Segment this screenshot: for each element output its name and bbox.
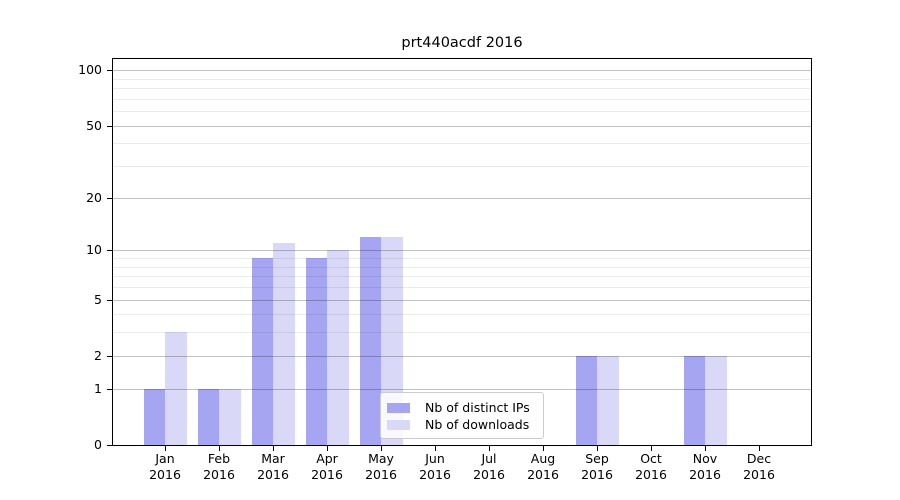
gridline-70 (113, 98, 811, 100)
y-tick-mark (107, 70, 112, 72)
x-tick-mark-feb (219, 446, 220, 451)
x-tick-label-aug: Aug 2016 (527, 451, 559, 482)
gridline-30 (113, 166, 811, 168)
x-tick-mark-jun (435, 446, 436, 451)
y-tick-label-10: 10 (86, 242, 102, 258)
x-tick-label-jan: Jan 2016 (149, 451, 181, 482)
bar-downloads-sep (597, 355, 619, 445)
x-tick-mark-aug (543, 446, 544, 451)
gridline-7 (113, 276, 811, 278)
legend-item-downloads: Nb of downloads (387, 417, 535, 432)
x-tick-label-dec: Dec 2016 (743, 451, 775, 482)
y-tick-label-100: 100 (78, 62, 102, 78)
x-tick-mark-may (381, 446, 382, 451)
x-tick-mark-sep (597, 446, 598, 451)
x-tick-mark-apr (327, 446, 328, 451)
legend-label-distinct-ips: Nb of distinct IPs (425, 400, 530, 415)
x-tick-mark-mar (273, 446, 274, 451)
bar-distinct-ips-mar (251, 258, 273, 445)
x-tick-mark-oct (651, 446, 652, 451)
gridline-40 (113, 143, 811, 145)
x-tick-label-apr: Apr 2016 (311, 451, 343, 482)
legend-swatch-downloads (387, 419, 410, 430)
x-tick-mark-jan (165, 446, 166, 451)
x-tick-label-feb: Feb 2016 (203, 451, 235, 482)
y-tick-label-20: 20 (86, 189, 102, 205)
gridline-9 (113, 258, 811, 260)
y-tick-label-0: 0 (94, 437, 102, 452)
gridline-3 (113, 332, 811, 334)
x-tick-mark-jul (489, 446, 490, 451)
bar-distinct-ips-may (359, 236, 381, 445)
y-tick-label-2: 2 (94, 347, 102, 363)
gridline-80 (113, 88, 811, 90)
plot-area (112, 58, 812, 446)
y-tick-mark (107, 355, 112, 357)
gridline-1 (113, 388, 811, 390)
bar-downloads-nov (705, 355, 727, 445)
x-tick-mark-nov (705, 446, 706, 451)
bar-distinct-ips-feb (197, 388, 219, 445)
bar-distinct-ips-jan (143, 388, 165, 445)
x-tick-label-jun: Jun 2016 (419, 451, 451, 482)
y-tick-label-5: 5 (94, 291, 102, 307)
legend: Nb of distinct IPs Nb of downloads (380, 392, 544, 439)
bar-distinct-ips-apr (305, 258, 327, 445)
y-tick-mark (107, 388, 112, 390)
bar-downloads-mar (273, 243, 295, 445)
bar-downloads-apr (327, 250, 349, 445)
chart-title: prt440acdf 2016 (401, 35, 523, 51)
y-tick-label-1: 1 (94, 380, 102, 396)
y-tick-mark (107, 445, 112, 446)
x-tick-mark-dec (759, 446, 760, 451)
legend-swatch-distinct-ips (387, 402, 410, 413)
y-tick-mark (107, 250, 112, 252)
gridline-100 (113, 70, 811, 72)
gridline-60 (113, 111, 811, 113)
x-tick-label-may: May 2016 (365, 451, 397, 482)
x-tick-label-sep: Sep 2016 (581, 451, 613, 482)
gridline-4 (113, 314, 811, 316)
bar-distinct-ips-nov (683, 355, 705, 445)
y-tick-label-50: 50 (86, 117, 102, 133)
gridline-8 (113, 266, 811, 268)
legend-item-distinct-ips: Nb of distinct IPs (387, 400, 535, 415)
y-tick-mark (107, 299, 112, 301)
x-tick-label-mar: Mar 2016 (257, 451, 289, 482)
bar-downloads-feb (219, 388, 241, 445)
gridline-50 (113, 125, 811, 127)
legend-label-downloads: Nb of downloads (425, 417, 530, 432)
x-tick-label-jul: Jul 2016 (473, 451, 505, 482)
bar-downloads-jan (165, 332, 187, 445)
y-tick-mark (107, 197, 112, 199)
bar-distinct-ips-sep (575, 355, 597, 445)
gridline-20 (113, 197, 811, 199)
gridline-2 (113, 355, 811, 357)
gridline-10 (113, 250, 811, 252)
gridline-6 (113, 286, 811, 288)
x-tick-label-nov: Nov 2016 (689, 451, 721, 482)
gridline-90 (113, 78, 811, 80)
x-tick-label-oct: Oct 2016 (635, 451, 667, 482)
gridline-5 (113, 299, 811, 301)
y-tick-mark (107, 125, 112, 127)
